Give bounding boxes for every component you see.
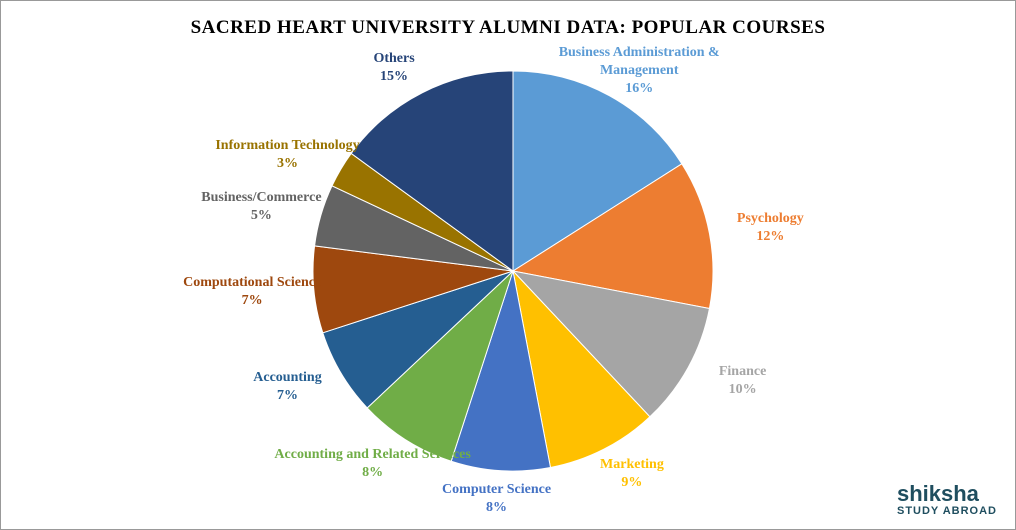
value-label: 3% [276,155,298,171]
logo-tagline: STUDY ABROAD [896,505,997,517]
value-label: 16% [625,81,654,97]
chart-title: SACRED HEART UNIVERSITY ALUMNI DATA: POP… [190,17,826,38]
slice-label: Business/Commerce 5% [201,189,321,225]
category-label: Finance [718,363,767,379]
value-label: 8% [486,499,508,515]
slice-label: Marketing 9% [600,456,664,492]
slice-label: Psychology 12% [737,210,804,246]
category-label: Accounting [253,370,322,386]
slice-label: Business Administration & Management 16% [524,44,754,98]
pie-slice [512,70,683,272]
pie-slice [366,270,514,462]
category-label: Business Administration & Management [558,45,720,79]
category-label: Others [373,50,415,66]
category-label: Psychology [736,211,804,227]
pie-slice [350,70,514,272]
logo: shiksha STUDY ABROAD [896,481,997,518]
category-label: Computational Science [183,275,322,291]
pie-slice [511,163,714,310]
slice-label: Others 15% [373,50,414,86]
value-label: 8% [362,464,384,480]
value-label: 10% [728,381,757,397]
value-label: 7% [276,388,298,404]
pie-slice [450,270,552,472]
slice-label: Accounting 7% [253,369,321,405]
value-label: 7% [241,293,263,309]
value-label: 15% [380,68,409,84]
value-label: 12% [756,229,785,245]
category-label: Business/Commerce [201,190,322,206]
slice-label: Computational Science 7% [183,274,321,310]
logo-name: shiksha [896,481,979,506]
value-label: 5% [250,208,272,224]
slice-label: Accounting and Related Services 8% [274,446,470,482]
category-label: Marketing [600,457,664,473]
slice-label: Computer Science 8% [442,481,551,517]
category-label: Information Technology [215,137,360,153]
category-label: Computer Science [442,481,552,497]
pie-slice [512,269,651,469]
slice-label: Information Technology 3% [215,137,359,173]
value-label: 9% [621,475,643,491]
slice-label: Finance 10% [719,363,766,399]
pie-slice [511,270,711,418]
category-label: Accounting and Related Services [274,446,471,462]
